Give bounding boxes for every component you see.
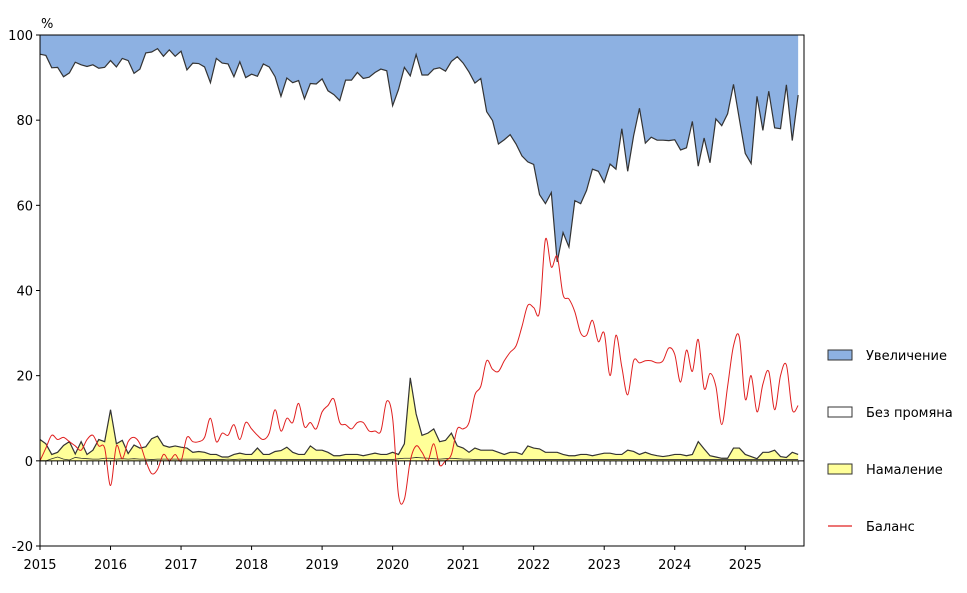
y-tick-label: 60 <box>16 199 33 214</box>
y-tick-label: 80 <box>16 114 33 129</box>
series-no-change-line <box>40 456 799 462</box>
legend: Увеличение Без промяна Намаление Баланс <box>827 349 953 535</box>
x-tick-label: 2015 <box>23 558 56 573</box>
x-tick-label: 2022 <box>517 558 550 573</box>
legend-swatch-no_change <box>827 406 853 418</box>
legend-swatch-decrease <box>827 463 853 475</box>
y-tick-label: -20 <box>12 540 33 555</box>
y-tick-label: 100 <box>8 29 33 44</box>
y-tick-label: 0 <box>25 455 33 470</box>
x-tick-label: 2024 <box>658 558 691 573</box>
legend-label-balance: Баланс <box>866 520 915 535</box>
y-unit-label: % <box>41 17 53 32</box>
y-tick-label: 40 <box>16 285 33 300</box>
x-tick-label: 2018 <box>235 558 268 573</box>
series-balance-line <box>39 237 799 505</box>
plot-area <box>39 35 799 505</box>
x-tick-label: 2025 <box>729 558 762 573</box>
legend-swatch-increase <box>827 349 853 361</box>
legend-label-decrease: Намаление <box>866 463 943 478</box>
x-tick-label: 2023 <box>588 558 621 573</box>
y-tick-label: 20 <box>16 370 33 385</box>
series-decrease-line <box>39 377 799 460</box>
x-tick-label: 2021 <box>447 558 480 573</box>
axes: -20 0 20 40 60 80 100 2015 2016 2017 2018 2019 2020 2… <box>8 29 805 573</box>
series-increase-line <box>39 47 799 263</box>
x-tick-label: 2019 <box>306 558 339 573</box>
x-tick-label: 2016 <box>94 558 127 573</box>
series-increase-area <box>40 35 799 262</box>
legend-label-no_change: Без промяна <box>866 406 953 421</box>
legend-label-increase: Увеличение <box>866 349 947 364</box>
x-tick-label: 2017 <box>165 558 198 573</box>
x-tick-label: 2020 <box>376 558 409 573</box>
series-decrease-area <box>40 377 799 461</box>
